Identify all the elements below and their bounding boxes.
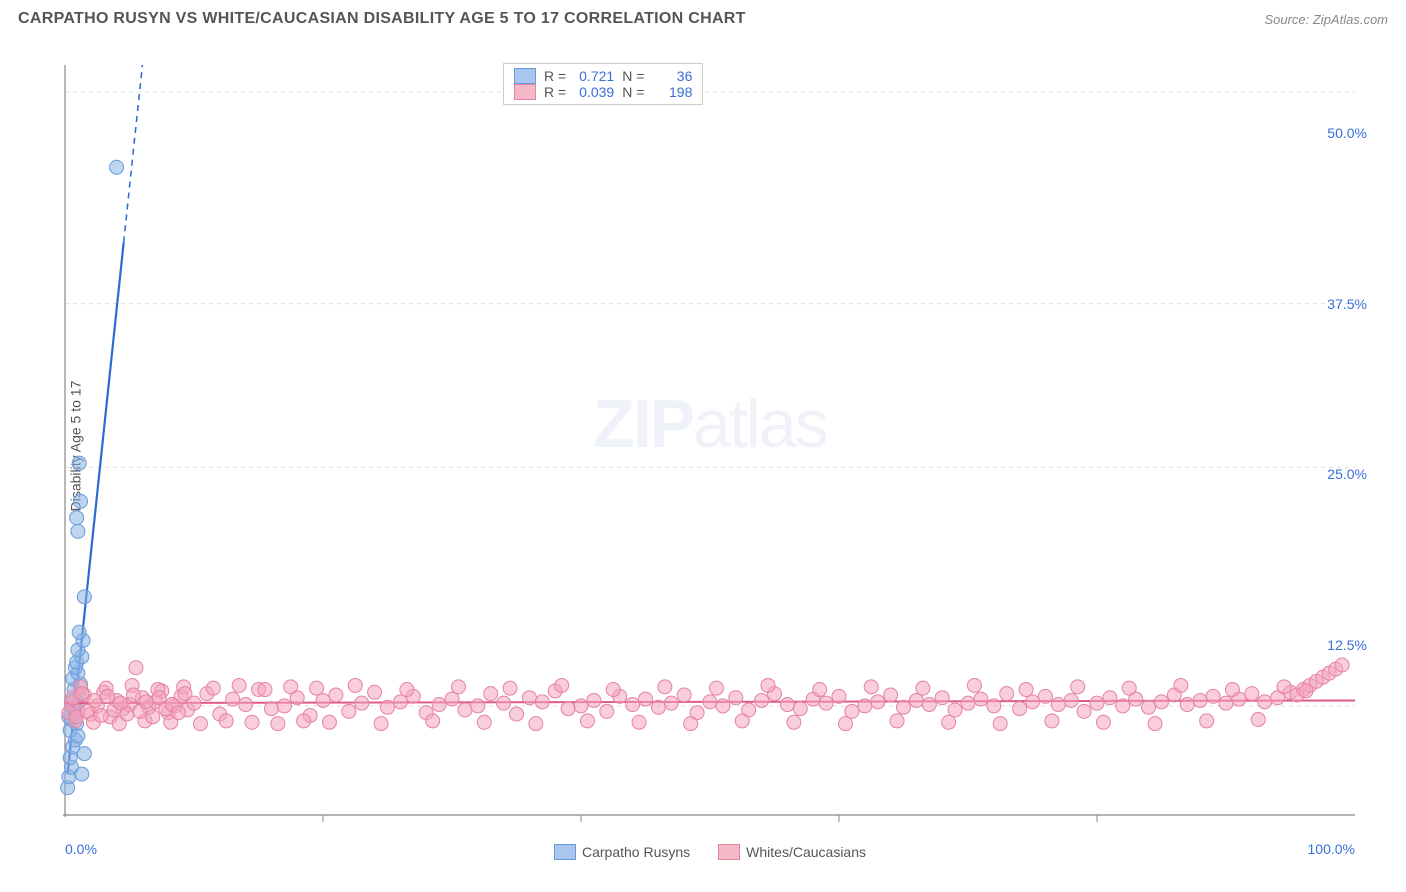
chart-title: CARPATHO RUSYN VS WHITE/CAUCASIAN DISABI… bbox=[18, 10, 746, 28]
legend-swatch bbox=[514, 68, 536, 84]
n-value: 36 bbox=[652, 68, 692, 84]
n-label: N = bbox=[622, 68, 644, 84]
legend-swatch bbox=[718, 844, 740, 860]
x-tick-label: 100.0% bbox=[1308, 841, 1355, 857]
n-value: 198 bbox=[652, 84, 692, 100]
y-tick-label: 37.5% bbox=[1327, 296, 1367, 312]
y-tick-label: 25.0% bbox=[1327, 466, 1367, 482]
legend-item: Carpatho Rusyns bbox=[554, 844, 690, 860]
y-tick-label: 50.0% bbox=[1327, 125, 1367, 141]
scatter-plot-svg bbox=[45, 45, 1375, 835]
y-tick-label: 12.5% bbox=[1327, 637, 1367, 653]
legend-stat-row: R = 0.039 N = 198 bbox=[514, 84, 692, 100]
n-label: N = bbox=[622, 84, 644, 100]
legend-label: Whites/Caucasians bbox=[746, 844, 866, 860]
legend-item: Whites/Caucasians bbox=[718, 844, 866, 860]
x-tick-label: 0.0% bbox=[65, 841, 97, 857]
legend-swatch bbox=[554, 844, 576, 860]
r-value: 0.721 bbox=[574, 68, 614, 84]
r-label: R = bbox=[544, 84, 566, 100]
r-value: 0.039 bbox=[574, 84, 614, 100]
legend-swatch bbox=[514, 84, 536, 100]
legend-label: Carpatho Rusyns bbox=[582, 844, 690, 860]
chart-area: ZIPatlas R = 0.721 N = 36 R = 0.039 N = … bbox=[45, 45, 1375, 835]
legend-stat-row: R = 0.721 N = 36 bbox=[514, 68, 692, 84]
correlation-legend: R = 0.721 N = 36 R = 0.039 N = 198 bbox=[503, 63, 703, 105]
source-attribution: Source: ZipAtlas.com bbox=[1264, 12, 1388, 27]
series-legend: Carpatho Rusyns Whites/Caucasians bbox=[554, 844, 866, 860]
r-label: R = bbox=[544, 68, 566, 84]
